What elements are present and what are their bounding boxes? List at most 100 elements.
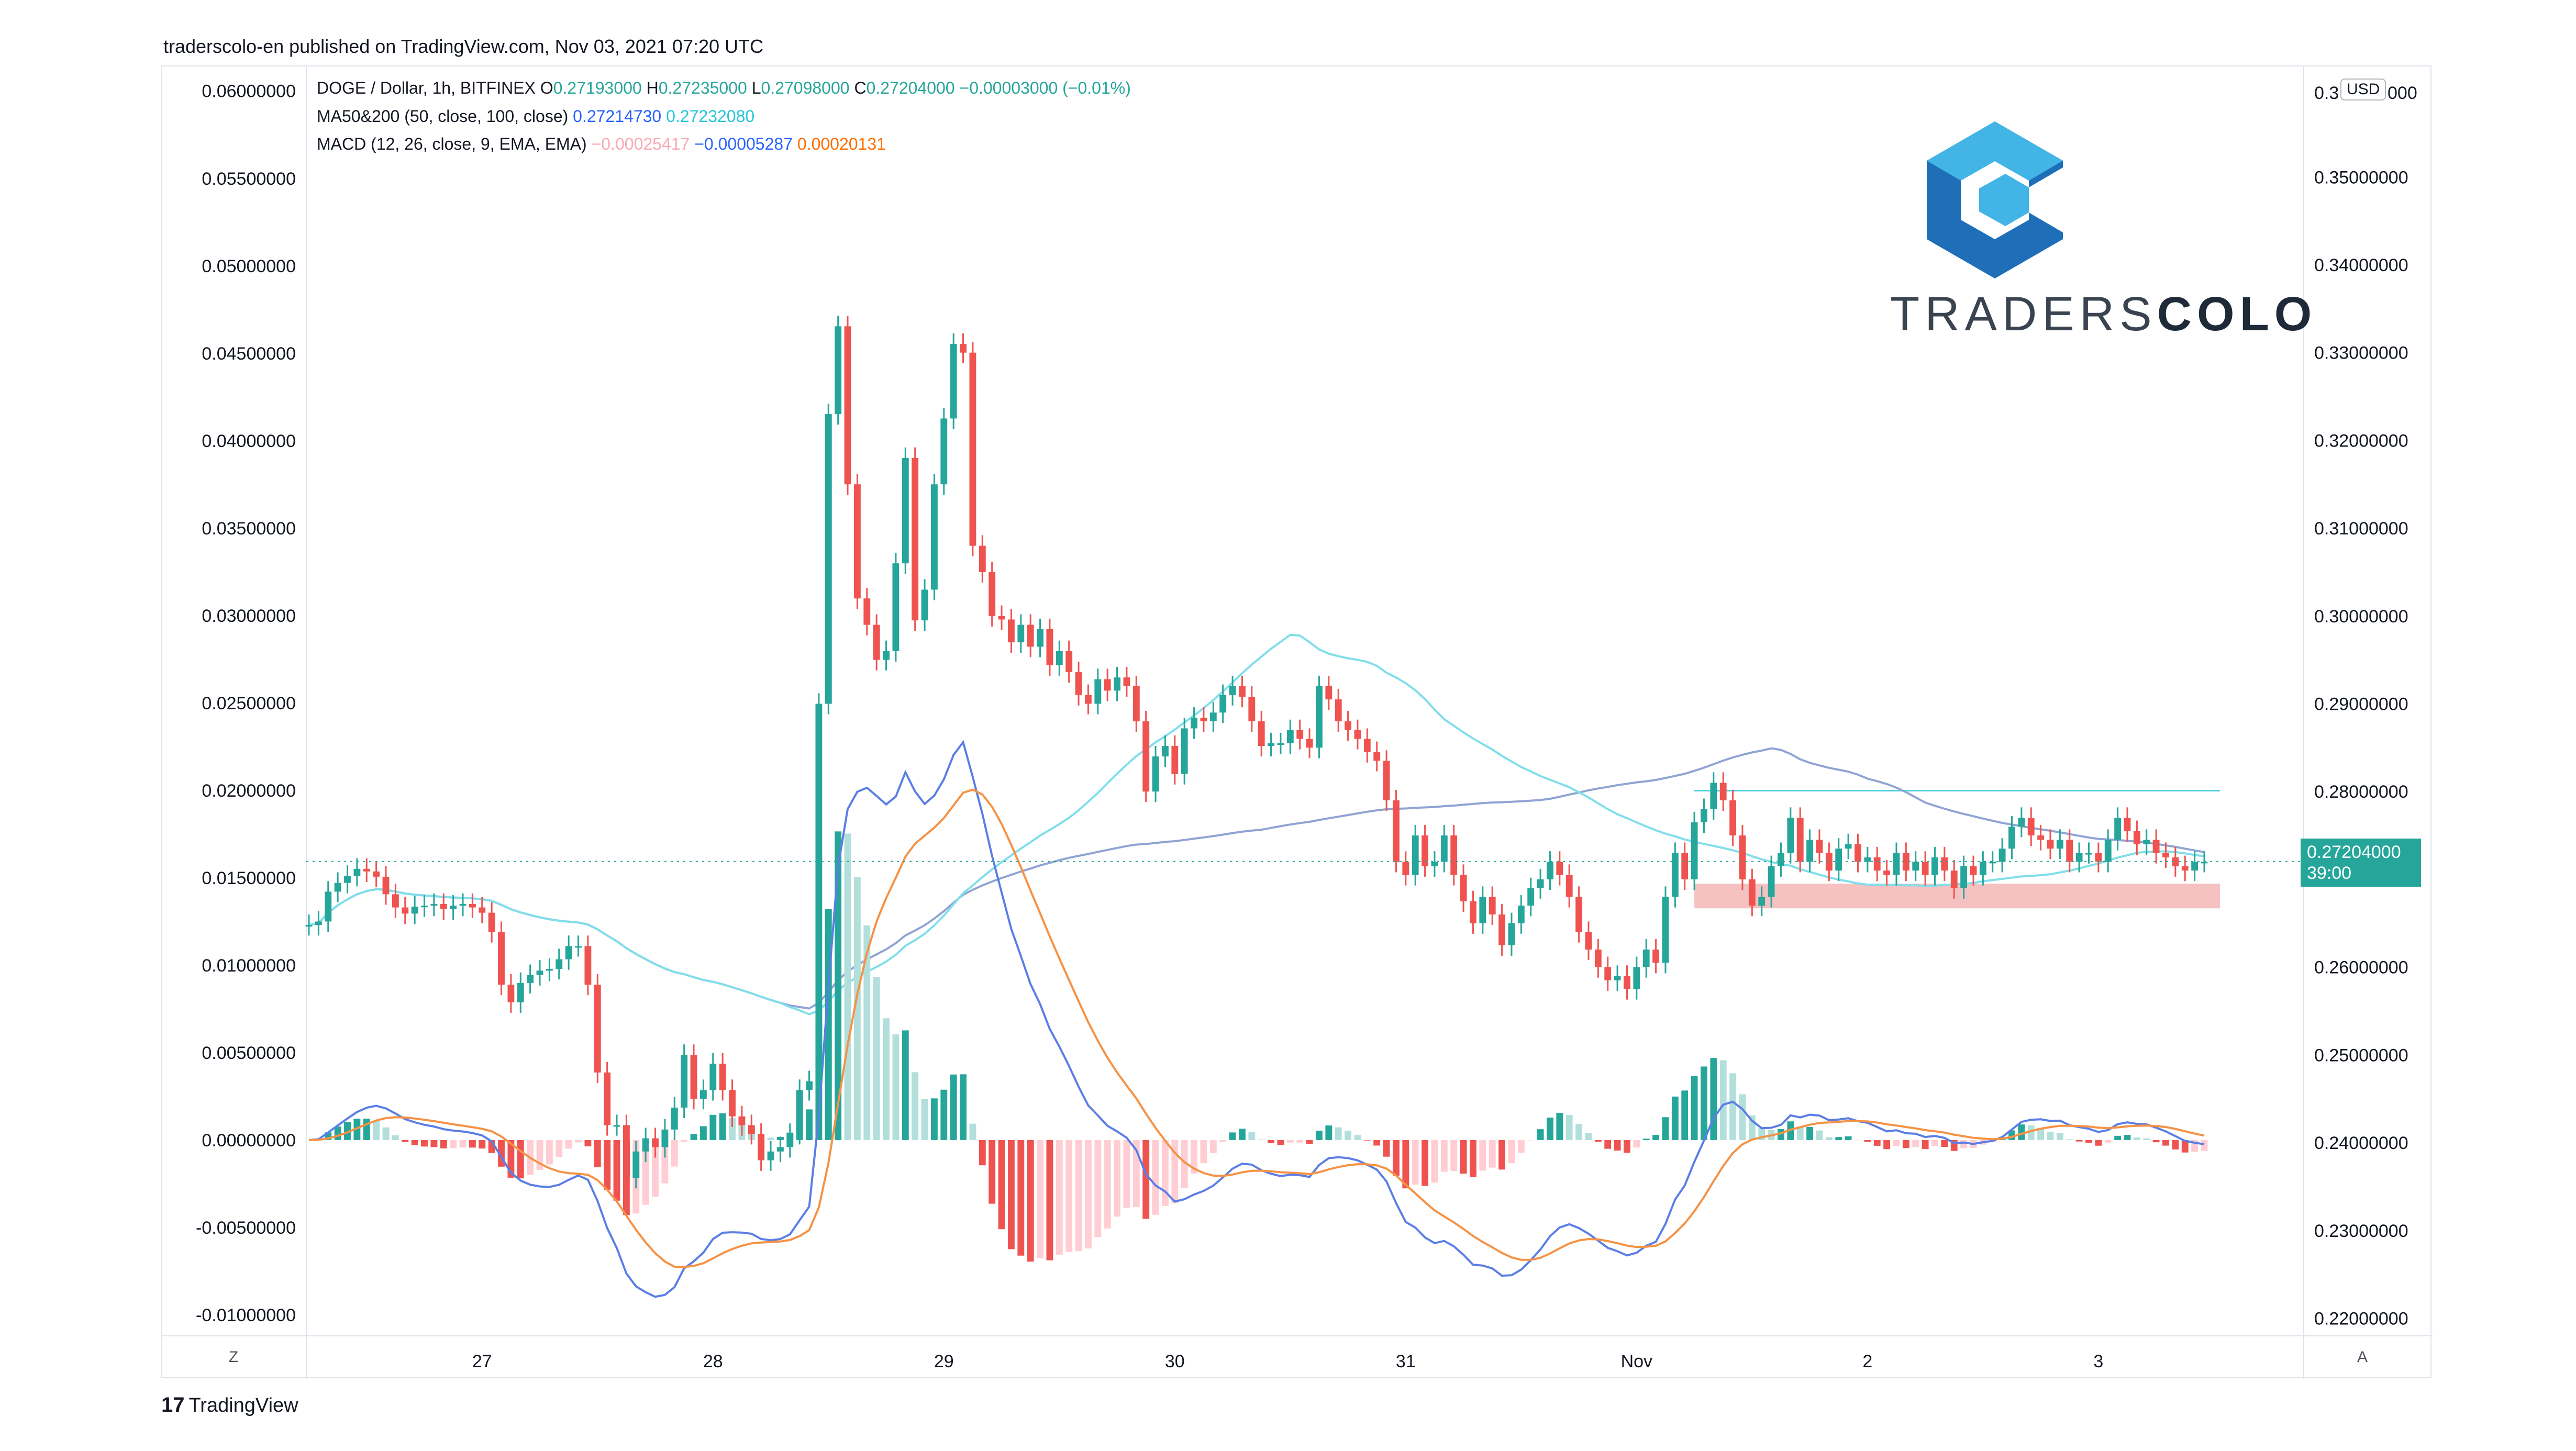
candle-body: [1209, 712, 1217, 722]
candle-body: [469, 903, 476, 908]
candle-body: [325, 891, 332, 922]
candle-body: [1931, 857, 1938, 875]
candle-body: [2056, 840, 2063, 849]
candle-body: [873, 624, 880, 660]
macd-histogram-bar: [1075, 1140, 1082, 1252]
macd-histogram-bar: [2047, 1132, 2054, 1140]
macd-histogram-bar: [1922, 1140, 1929, 1149]
candle-body: [2191, 862, 2199, 871]
candle-body: [1912, 862, 1919, 871]
candle-body: [998, 616, 1005, 620]
macd-histogram-bar: [1037, 1140, 1043, 1258]
macd-histogram-bar: [2037, 1128, 2045, 1140]
macd-histogram-bar: [334, 1126, 341, 1140]
macd-histogram-bar: [709, 1114, 717, 1140]
macd-histogram-bar: [1479, 1140, 1486, 1171]
macd-histogram-bar: [1710, 1058, 1717, 1140]
macd-histogram-bar: [604, 1140, 611, 1190]
candle-body: [1123, 677, 1130, 686]
candle-body: [1373, 752, 1381, 761]
macd-histogram-bar: [1739, 1094, 1746, 1140]
price-chart[interactable]: 0.06000000 0.05500000 0.05000000 0.04500000…: [162, 66, 2433, 1379]
macd-histogram-bar: [1402, 1140, 1409, 1189]
candle-body: [1825, 853, 1833, 871]
macd-histogram-bar: [1575, 1124, 1583, 1140]
left-axis-tick-label: 0.03000000: [202, 606, 296, 626]
candle-body: [776, 1147, 784, 1152]
candle-body: [1614, 976, 1621, 980]
legend-ma-label: MA50&200 (50, close, 100, close): [317, 107, 569, 126]
legend-change: −0.00003000 (−0.01%): [959, 79, 1131, 97]
legend-macd-label: MACD (12, 26, close, 9, EMA, EMA): [317, 135, 587, 153]
macd-histogram-bar: [1354, 1135, 1361, 1140]
macd-histogram-bar: [1585, 1133, 1592, 1140]
macd-histogram-bar: [844, 833, 851, 1140]
macd-histogram-bar: [912, 1072, 919, 1140]
ma50-line: [308, 633, 2205, 1015]
tradingview-brand[interactable]: 17 TradingView: [161, 1393, 298, 1417]
candle-body: [507, 985, 515, 1002]
macd-histogram-bar: [1517, 1140, 1525, 1153]
macd-histogram-bar: [1123, 1140, 1130, 1208]
macd-histogram-bar: [2181, 1140, 2189, 1153]
axis-z-button[interactable]: Z: [228, 1348, 239, 1366]
candle-body: [738, 1116, 746, 1125]
candle-body: [1537, 879, 1544, 888]
candle-body: [430, 903, 438, 906]
candle-body: [1277, 743, 1284, 745]
candle-body: [825, 414, 832, 704]
candle-body: [1219, 695, 1227, 713]
candle-body: [1816, 840, 1823, 853]
right-axis-tick-label: 0.32000000: [2314, 431, 2408, 451]
macd-histogram-bar: [1565, 1115, 1573, 1140]
candle-body: [1652, 950, 1660, 963]
macd-histogram-bar: [1537, 1129, 1544, 1140]
candle-body: [1729, 800, 1737, 836]
macd-histogram-bar: [1662, 1117, 1669, 1140]
right-axis-tick-label: 0.22000000: [2314, 1309, 2408, 1329]
candle-body: [699, 1090, 707, 1099]
macd-histogram-bar: [450, 1140, 457, 1148]
candle-body: [1065, 651, 1073, 673]
candle-body: [960, 343, 967, 353]
candle-body: [1479, 897, 1486, 923]
macd-histogram-bar: [2114, 1135, 2122, 1140]
candle-body: [1556, 862, 1563, 875]
right-axis-tick-label: 0.35000000: [2314, 168, 2408, 187]
candle-body: [1691, 822, 1698, 879]
candle-body: [1268, 743, 1274, 746]
macd-histogram-bar: [382, 1127, 390, 1140]
candle-body: [1624, 976, 1630, 989]
macd-histogram-bar: [1007, 1140, 1015, 1249]
candle-body: [1354, 730, 1361, 739]
candle-body: [1517, 906, 1525, 923]
macd-histogram-bar: [719, 1113, 726, 1140]
axis-auto-button[interactable]: A: [2357, 1348, 2368, 1366]
candle-body: [334, 883, 341, 892]
right-axis-tick-label: 0.29000000: [2314, 695, 2408, 715]
macd-histogram-bar: [1363, 1140, 1371, 1141]
macd-histogram-bar: [1835, 1137, 1842, 1140]
candle-body: [2133, 831, 2140, 844]
candle-body: [556, 959, 563, 969]
candle-body: [921, 589, 928, 621]
legend-macd-hist: −0.00025417: [591, 135, 690, 153]
candle-body: [719, 1064, 726, 1090]
candle-body: [536, 970, 543, 975]
candle-body: [748, 1125, 755, 1134]
candle-body: [1046, 629, 1053, 665]
macd-histogram-bar: [806, 1109, 813, 1140]
macd-histogram-bar: [1681, 1090, 1689, 1140]
macd-histogram-bar: [1056, 1140, 1063, 1255]
candle-body: [2047, 840, 2054, 849]
macd-histogram-bar: [2124, 1134, 2131, 1140]
macd-histogram-bar: [1200, 1140, 1207, 1164]
currency-badge[interactable]: USD: [2340, 79, 2386, 101]
candle-body: [1633, 967, 1640, 989]
candle-body: [613, 1125, 620, 1127]
chart-frame[interactable]: 0.06000000 0.05500000 0.05000000 0.04500000…: [161, 65, 2433, 1379]
macd-histogram-bar: [1671, 1096, 1679, 1140]
macd-histogram-bar: [459, 1140, 467, 1148]
macd-histogram-bar: [1268, 1140, 1274, 1143]
candle-body: [2018, 818, 2025, 827]
